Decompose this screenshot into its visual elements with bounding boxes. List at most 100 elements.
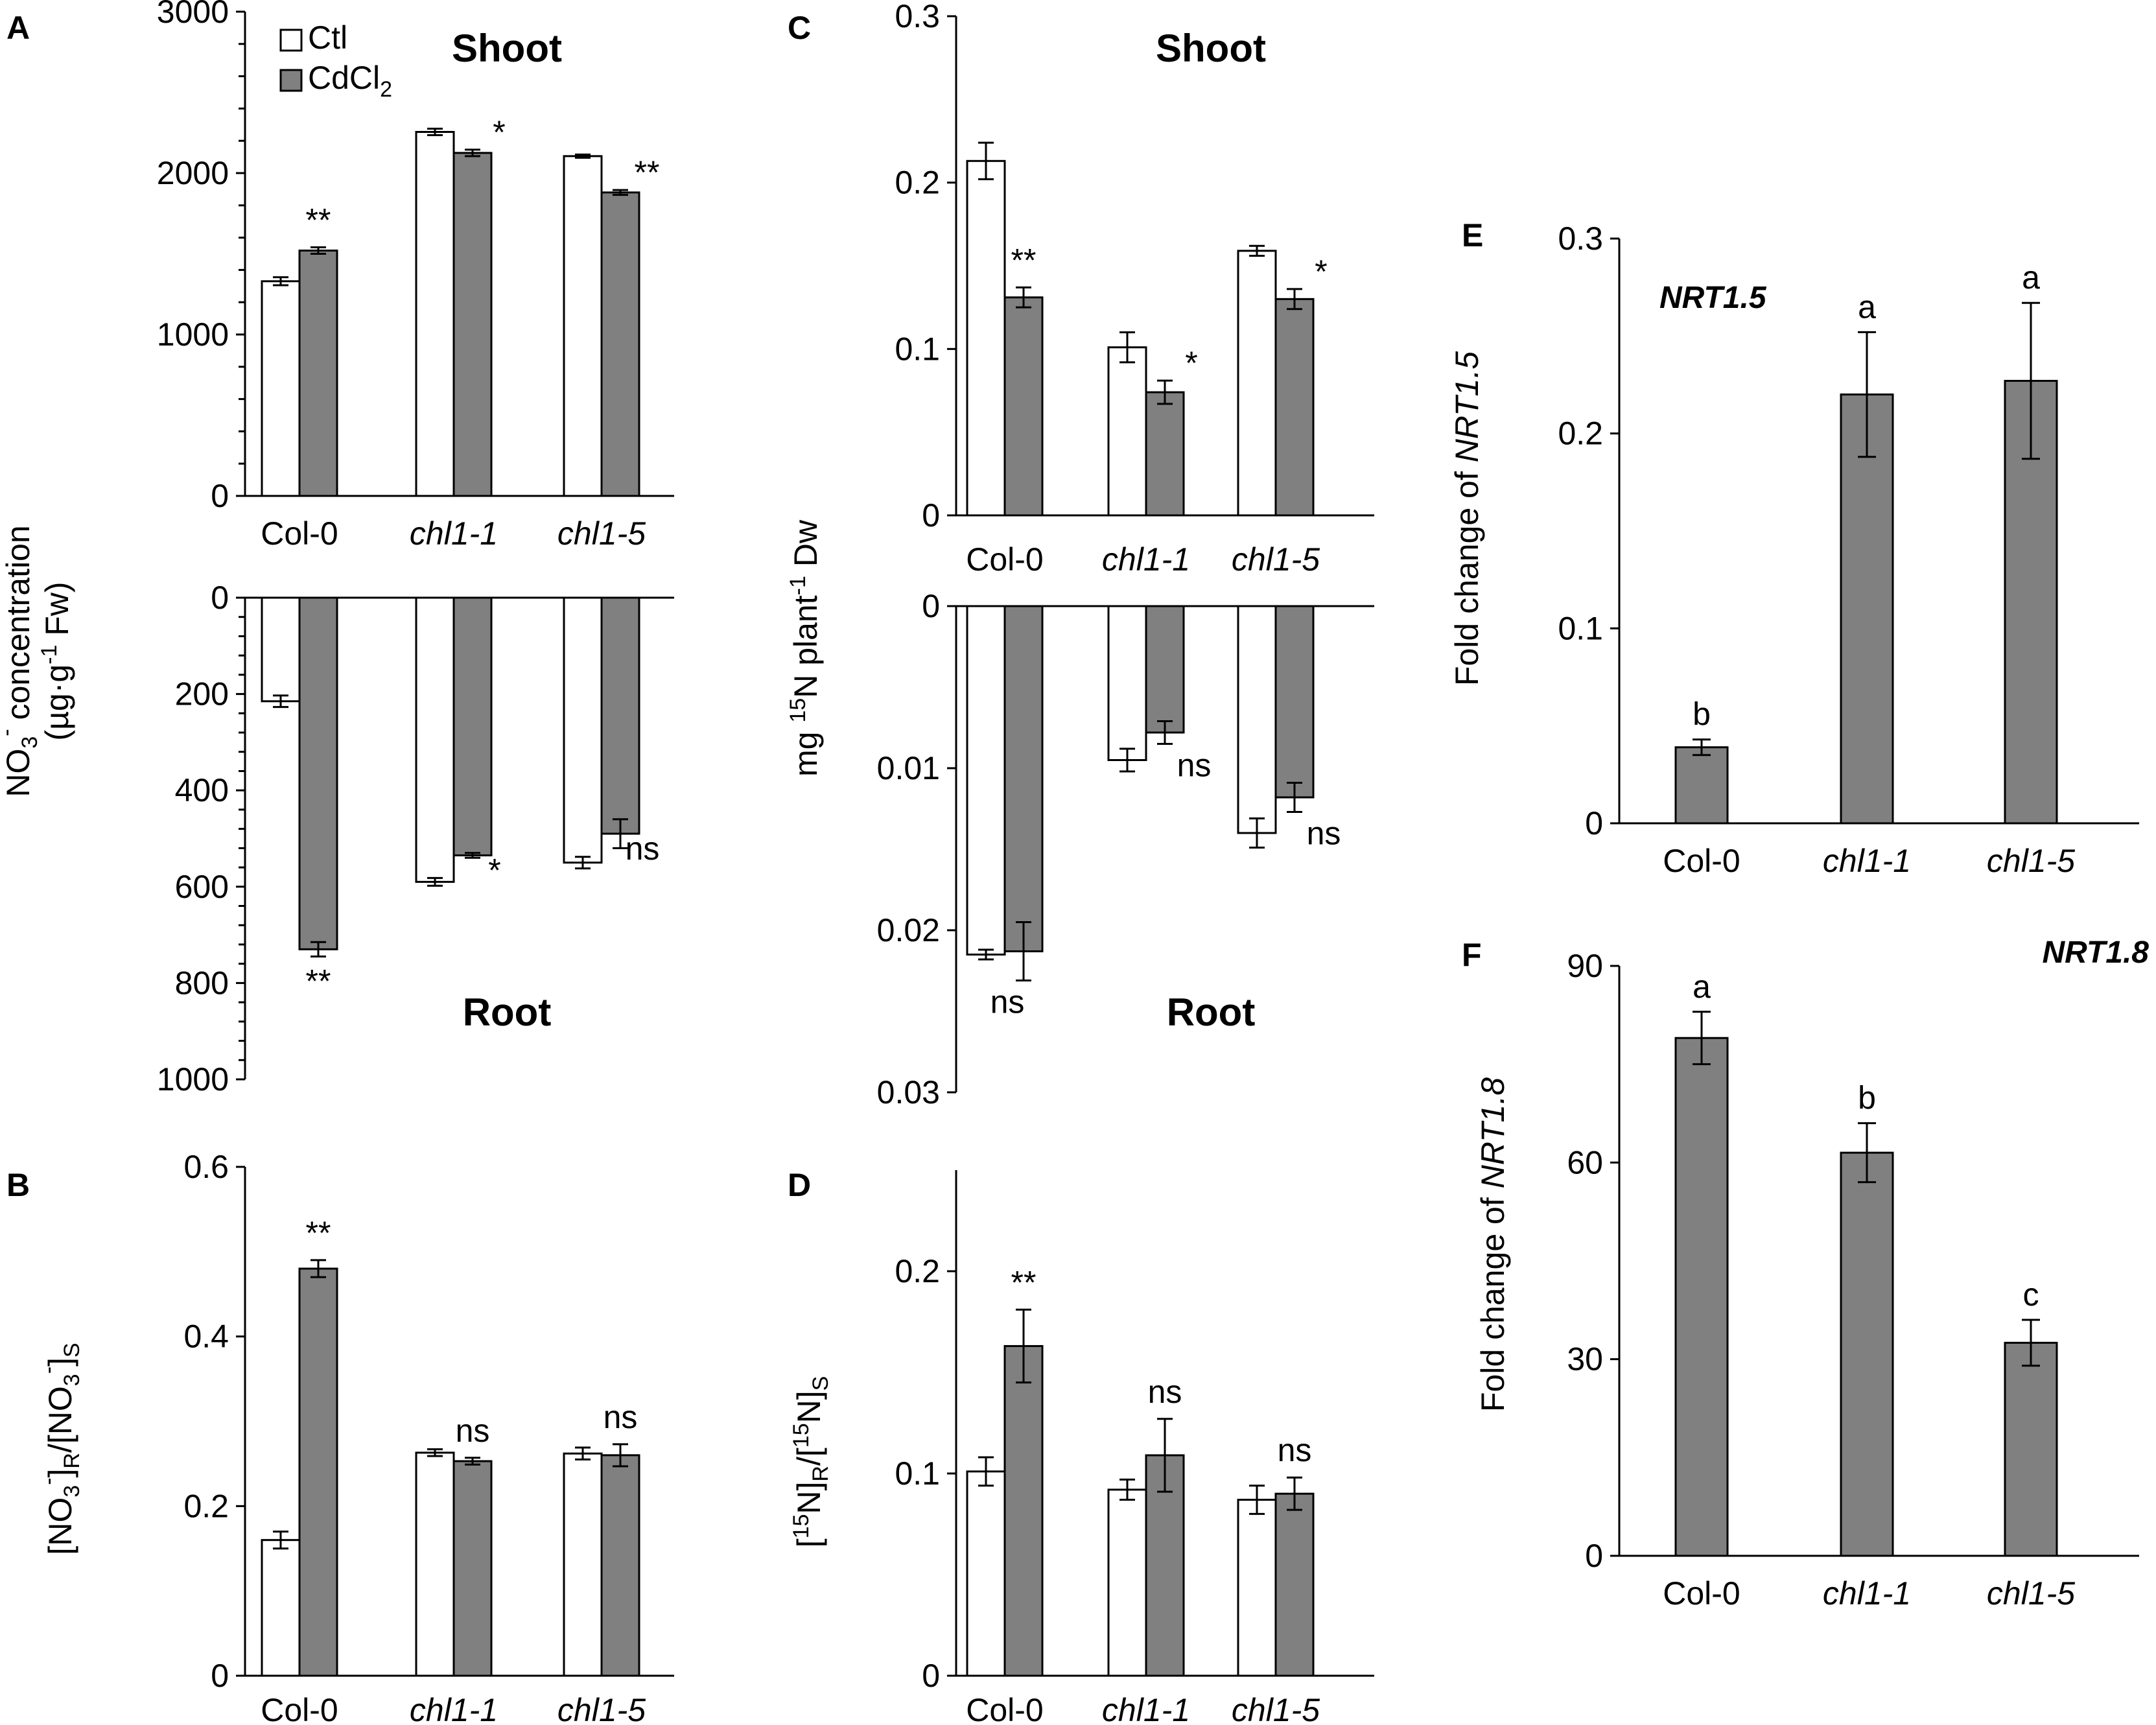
y-tick-label-a-shoot: 0 bbox=[211, 478, 229, 514]
y-tick-label-a-shoot: 1000 bbox=[157, 316, 229, 353]
significance-label-c-shoot: * bbox=[1315, 253, 1327, 290]
bar-d-ctl bbox=[1238, 1500, 1276, 1676]
category-label-b: chl1-1 bbox=[410, 1692, 498, 1725]
bar-a-shoot-cdcl2 bbox=[602, 193, 639, 496]
bar-e bbox=[1841, 395, 1893, 823]
legend-label-ctl: Ctl bbox=[308, 19, 347, 56]
chart-title-a-shoot: Shoot bbox=[452, 27, 562, 70]
bar-c-root-ctl bbox=[1108, 606, 1146, 760]
y-axis-title-e: Fold change of NRT1.5 bbox=[1449, 351, 1485, 686]
bar-f bbox=[1841, 1153, 1893, 1556]
bar-c-root-cdcl2 bbox=[1146, 606, 1184, 733]
bar-b-ctl bbox=[416, 1453, 454, 1676]
category-label-c-shoot: chl1-1 bbox=[1102, 541, 1190, 578]
category-label-c-shoot: chl1-5 bbox=[1232, 541, 1320, 578]
legend-swatch-ctl bbox=[281, 30, 301, 51]
panel-letter-b: B bbox=[6, 1167, 30, 1203]
y-tick-label-f: 0 bbox=[1585, 1538, 1603, 1574]
category-label-c-shoot: Col-0 bbox=[966, 541, 1043, 578]
category-label-b: Col-0 bbox=[261, 1692, 338, 1725]
category-label-d: Col-0 bbox=[966, 1692, 1043, 1725]
chart-title-a-root: Root bbox=[463, 991, 552, 1034]
bar-f bbox=[2005, 1343, 2057, 1556]
category-label-e: chl1-5 bbox=[1987, 843, 2075, 879]
letter-label-e: b bbox=[1693, 696, 1711, 733]
bar-d-ctl bbox=[967, 1472, 1005, 1676]
bar-d-cdcl2 bbox=[1276, 1494, 1313, 1676]
bar-a-root-cdcl2 bbox=[602, 598, 639, 834]
y-tick-label-a-shoot: 3000 bbox=[157, 0, 229, 30]
y-tick-label-e: 0.2 bbox=[1558, 416, 1603, 452]
category-label-e: Col-0 bbox=[1663, 843, 1740, 879]
letter-label-f: c bbox=[2023, 1276, 2039, 1313]
category-label-f: Col-0 bbox=[1663, 1575, 1740, 1612]
bar-a-shoot-ctl bbox=[564, 156, 602, 496]
significance-label-c-root: ns bbox=[1307, 816, 1341, 852]
significance-label-a-root: ns bbox=[626, 830, 660, 867]
legend-label-cdcl2: CdCl2 bbox=[308, 60, 392, 102]
significance-label-d: ** bbox=[1011, 1264, 1037, 1300]
letter-label-e: a bbox=[1858, 288, 1876, 325]
bar-a-root-cdcl2 bbox=[299, 598, 337, 949]
significance-label-c-root: ns bbox=[990, 984, 1025, 1020]
category-label-d: chl1-5 bbox=[1232, 1692, 1320, 1725]
y-axis-title-c: mg 15N plant-1 Dw bbox=[786, 519, 824, 777]
gene-label-f: NRT1.8 bbox=[2042, 935, 2149, 970]
panel-letter-d: D bbox=[788, 1167, 811, 1203]
gene-label-e: NRT1.5 bbox=[1659, 281, 1767, 315]
significance-label-a-shoot: ** bbox=[635, 154, 660, 191]
significance-label-b: ns bbox=[603, 1399, 638, 1435]
significance-label-a-root: ** bbox=[306, 963, 331, 1000]
bar-c-root-cdcl2 bbox=[1276, 606, 1313, 797]
y-tick-label-c-root: 0.03 bbox=[877, 1074, 940, 1110]
figure-canvas: A B C D E F Ctl CdCl2 NO3- concentration… bbox=[0, 0, 2156, 1725]
y-tick-label-e: 0.3 bbox=[1558, 220, 1603, 257]
letter-label-f: a bbox=[1693, 968, 1711, 1005]
y-tick-label-c-root: 0.01 bbox=[877, 750, 940, 786]
y-tick-label-a-root: 400 bbox=[175, 772, 229, 808]
significance-label-d: ns bbox=[1148, 1374, 1182, 1410]
y-tick-label-a-root: 600 bbox=[175, 869, 229, 905]
bar-c-root-ctl bbox=[1238, 606, 1276, 833]
bar-c-shoot-ctl bbox=[1108, 347, 1146, 515]
category-label-b: chl1-5 bbox=[557, 1692, 646, 1725]
legend-swatch-cdcl2 bbox=[281, 70, 301, 91]
significance-label-a-shoot: * bbox=[493, 114, 505, 150]
y-tick-label-f: 90 bbox=[1567, 948, 1603, 984]
category-label-a-shoot: chl1-1 bbox=[410, 515, 498, 552]
bar-f bbox=[1676, 1038, 1728, 1556]
letter-label-f: b bbox=[1858, 1080, 1876, 1116]
bar-c-root-ctl bbox=[967, 606, 1005, 955]
category-label-f: chl1-5 bbox=[1987, 1575, 2075, 1612]
bar-b-ctl bbox=[564, 1453, 602, 1676]
y-tick-label-e: 0 bbox=[1585, 805, 1603, 841]
bar-b-cdcl2 bbox=[299, 1269, 337, 1676]
bar-a-shoot-ctl bbox=[262, 281, 299, 496]
y-tick-label-a-root: 200 bbox=[175, 676, 229, 712]
category-label-a-shoot: Col-0 bbox=[261, 515, 338, 552]
significance-label-a-root: * bbox=[488, 852, 500, 889]
y-tick-label-c-shoot: 0.1 bbox=[895, 331, 940, 367]
bar-d-cdcl2 bbox=[1005, 1346, 1042, 1676]
y-tick-label-d: 0.2 bbox=[895, 1253, 940, 1289]
y-tick-label-a-root: 0 bbox=[211, 580, 229, 616]
bar-b-ctl bbox=[262, 1540, 299, 1676]
significance-label-c-root: ns bbox=[1177, 747, 1212, 784]
y-tick-label-a-shoot: 2000 bbox=[157, 155, 229, 191]
chart-title-c-shoot: Shoot bbox=[1156, 27, 1266, 70]
letter-label-e: a bbox=[2022, 259, 2040, 296]
y-tick-label-b: 0.6 bbox=[183, 1149, 229, 1185]
y-tick-label-f: 60 bbox=[1567, 1144, 1603, 1180]
bar-c-shoot-cdcl2 bbox=[1005, 298, 1042, 515]
y-tick-label-f: 30 bbox=[1567, 1341, 1603, 1378]
y-tick-label-c-root: 0.02 bbox=[877, 912, 940, 948]
bar-c-shoot-ctl bbox=[1238, 251, 1276, 515]
y-tick-label-a-root: 1000 bbox=[157, 1061, 229, 1097]
legend: Ctl CdCl2 bbox=[281, 19, 392, 102]
panel-letter-e: E bbox=[1462, 217, 1483, 253]
y-axis-title-f: Fold change of NRT1.8 bbox=[1475, 1077, 1511, 1412]
y-tick-label-b: 0.2 bbox=[183, 1488, 229, 1524]
y-tick-label-e: 0.1 bbox=[1558, 610, 1603, 646]
bar-a-root-ctl bbox=[564, 598, 602, 863]
